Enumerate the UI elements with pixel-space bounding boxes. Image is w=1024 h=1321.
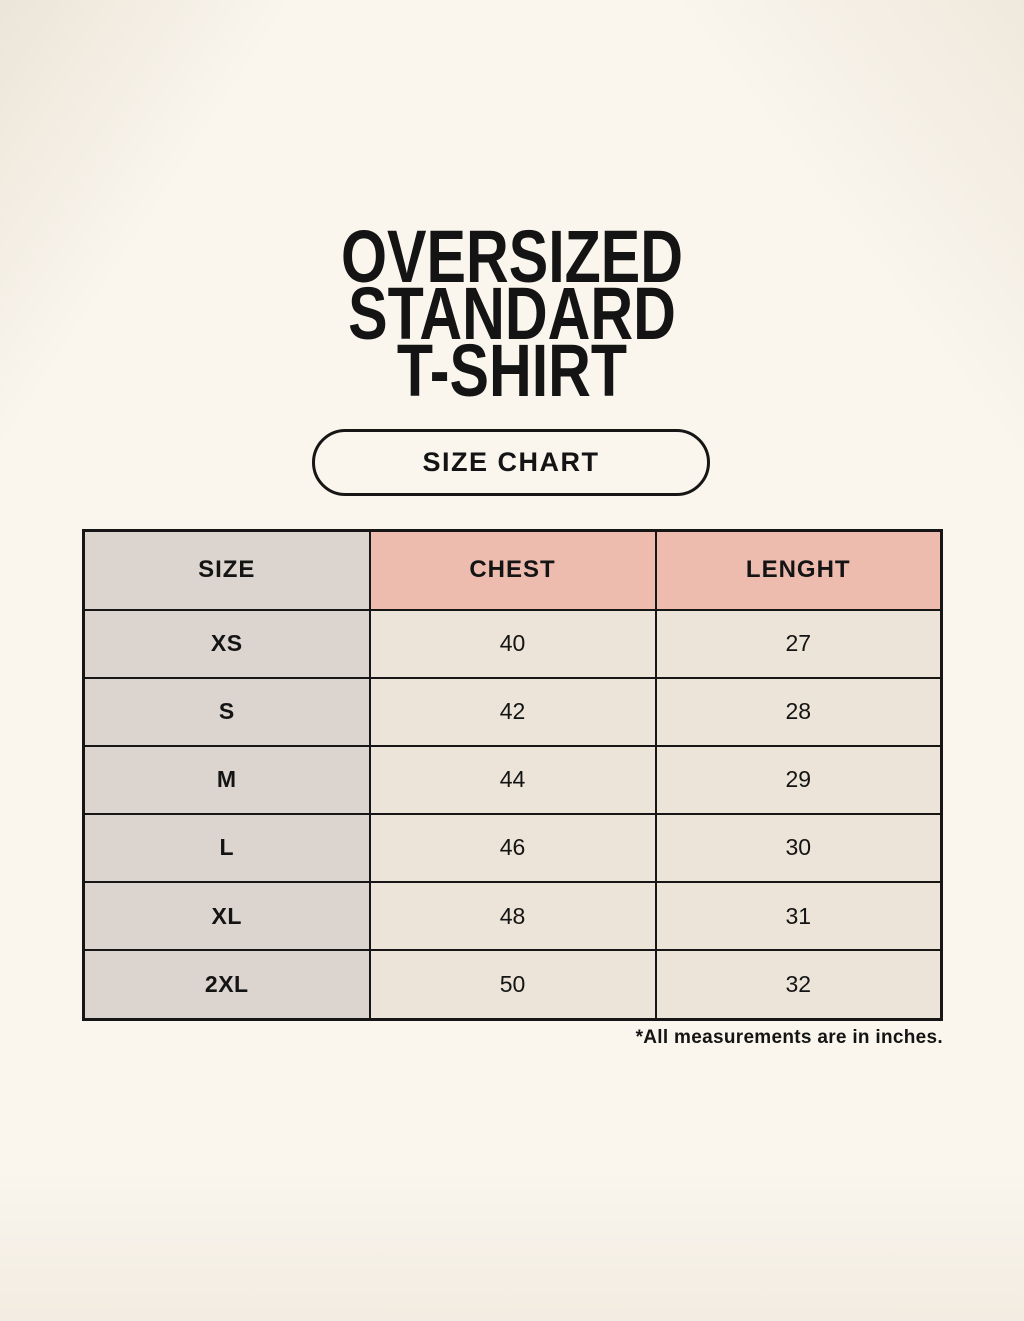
table-row: XS 40 27: [82, 608, 943, 679]
chest-value: 44: [368, 744, 657, 815]
table-row: XL 48 31: [82, 880, 943, 952]
table-row: L 46 30: [82, 812, 943, 884]
size-value: M: [82, 744, 371, 815]
size-value: S: [82, 676, 371, 747]
lenght-value: 30: [654, 812, 943, 884]
table-row: 2XL 50 32: [82, 949, 943, 1021]
col-header-size: SIZE: [82, 529, 371, 611]
table-header-row: SIZE CHEST LENGHT: [82, 529, 943, 611]
chest-value: 48: [368, 880, 657, 952]
lenght-value: 28: [654, 676, 943, 747]
lenght-value: 27: [654, 608, 943, 679]
title-line-1: OVERSIZED: [340, 215, 684, 298]
title-line-2: STANDARD: [348, 272, 676, 355]
size-chart-table: SIZE CHEST LENGHT XS 40 27 S 42 28 M 44 …: [82, 529, 943, 1021]
size-value: XS: [82, 608, 371, 679]
chest-value: 50: [368, 949, 657, 1021]
size-value: 2XL: [82, 949, 371, 1021]
chest-value: 40: [368, 608, 657, 679]
size-chart-button[interactable]: SIZE CHART: [312, 429, 710, 496]
lenght-value: 32: [654, 949, 943, 1021]
table-row: M 44 29: [82, 744, 943, 815]
lenght-value: 29: [654, 744, 943, 815]
measurements-footnote: *All measurements are in inches.: [635, 1027, 943, 1048]
chest-value: 46: [368, 812, 657, 884]
table-row: S 42 28: [82, 676, 943, 747]
page-title: OVERSIZED STANDARD T-SHIRT: [102, 215, 921, 412]
col-header-lenght: LENGHT: [654, 529, 943, 611]
col-header-chest: CHEST: [368, 529, 657, 611]
lenght-value: 31: [654, 880, 943, 952]
size-value: L: [82, 812, 371, 884]
size-value: XL: [82, 880, 371, 952]
chest-value: 42: [368, 676, 657, 747]
title-line-3: T-SHIRT: [396, 329, 628, 412]
